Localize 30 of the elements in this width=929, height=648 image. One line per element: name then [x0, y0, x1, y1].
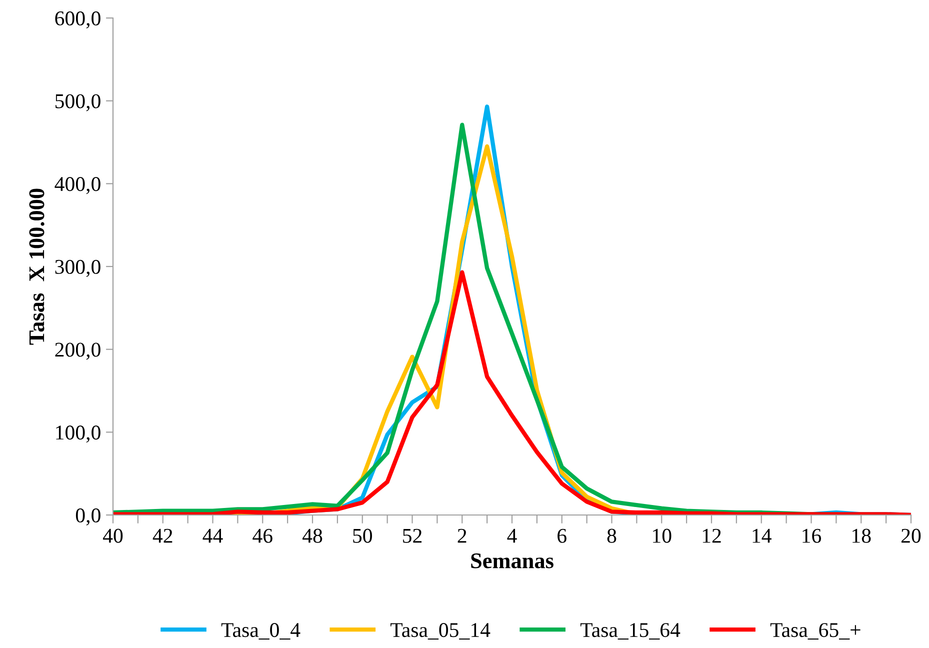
x-tick-label: 42 [152, 528, 172, 543]
x-tick-label: 20 [902, 528, 921, 543]
x-tick-label: 48 [302, 528, 322, 543]
x-tick-label: 8 [607, 528, 616, 543]
x-tick-label: 46 [252, 528, 272, 543]
x-tick-label: 52 [403, 528, 422, 543]
x-tick-label: 10 [653, 528, 672, 543]
legend-label: Tasa_05_14 [390, 623, 490, 640]
y-tick-label: 0,0 [76, 508, 100, 526]
x-tick-label: 12 [702, 528, 721, 543]
x-axis-title: Semanas [471, 553, 554, 568]
y-tick-label: 400,0 [54, 177, 100, 194]
x-tick-label: 4 [507, 528, 517, 543]
y-tick-label: 200,0 [55, 342, 100, 360]
legend-label: Tasa_65_+ [770, 623, 860, 640]
x-tick-label: 6 [558, 528, 566, 543]
y-axis-title: Tasas X 100.000 [29, 188, 44, 345]
y-tick-label: 100,0 [56, 426, 100, 443]
y-tick-label: 600,0 [55, 11, 100, 28]
x-tick-label: 18 [852, 528, 871, 543]
x-tick-label: 14 [752, 528, 772, 543]
y-tick-label: 500,0 [56, 94, 100, 112]
x-tick-label: 40 [102, 528, 123, 543]
legend-label: Tasa_0_4 [221, 623, 300, 640]
x-tick-label: 50 [353, 528, 372, 543]
y-tick-label: 300,0 [55, 260, 100, 277]
x-tick-label: 44 [202, 528, 223, 543]
x-tick-label: 2 [458, 528, 466, 543]
x-tick-label: 16 [802, 528, 822, 543]
legend-label: Tasa_15_64 [580, 623, 680, 640]
